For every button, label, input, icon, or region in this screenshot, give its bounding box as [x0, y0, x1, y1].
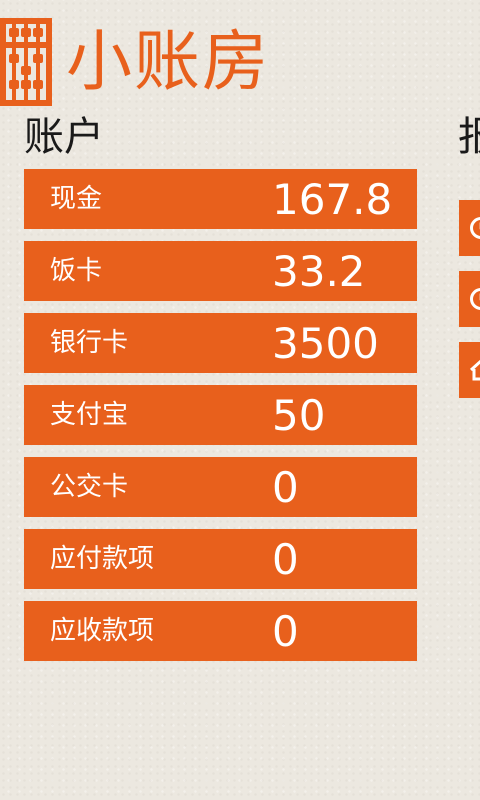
second-section-title: 报 [458, 114, 480, 160]
account-amount: 167.8 [272, 175, 393, 224]
account-amount: 0 [272, 607, 299, 656]
account-name: 现金 [50, 184, 103, 214]
account-name: 支付宝 [50, 400, 129, 430]
second-section-tiles [459, 200, 480, 413]
account-list: 现金 167.8 饭卡 33.2 银行卡 3500 支付宝 50 公交卡 0 应… [24, 169, 417, 673]
account-row-alipay[interactable]: 支付宝 50 [24, 385, 417, 445]
account-row-bus-card[interactable]: 公交卡 0 [24, 457, 417, 517]
account-amount: 33.2 [272, 247, 366, 296]
account-row-bank-card[interactable]: 银行卡 3500 [24, 313, 417, 373]
app-header: 小账房 [0, 8, 480, 106]
accounts-section-title: 账户 [24, 114, 104, 160]
account-name: 应收款项 [50, 616, 155, 646]
account-name: 应付款项 [50, 544, 155, 574]
account-row-payables[interactable]: 应付款项 0 [24, 529, 417, 589]
house-icon [469, 359, 480, 381]
account-row-meal-card[interactable]: 饭卡 33.2 [24, 241, 417, 301]
account-amount: 0 [272, 535, 299, 584]
side-tile-2[interactable] [459, 271, 480, 327]
account-amount: 50 [272, 391, 326, 440]
account-row-cash[interactable]: 现金 167.8 [24, 169, 417, 229]
app-title: 小账房 [66, 23, 270, 100]
clock-icon [470, 217, 480, 239]
abacus-icon [0, 18, 52, 106]
account-name: 饭卡 [50, 256, 103, 286]
clock-icon [470, 288, 480, 310]
account-row-receivables[interactable]: 应收款项 0 [24, 601, 417, 661]
account-amount: 0 [272, 463, 299, 512]
side-tile-3[interactable] [459, 342, 480, 398]
side-tile-1[interactable] [459, 200, 480, 256]
account-amount: 3500 [272, 319, 379, 368]
account-name: 公交卡 [50, 472, 129, 502]
account-name: 银行卡 [50, 328, 129, 358]
